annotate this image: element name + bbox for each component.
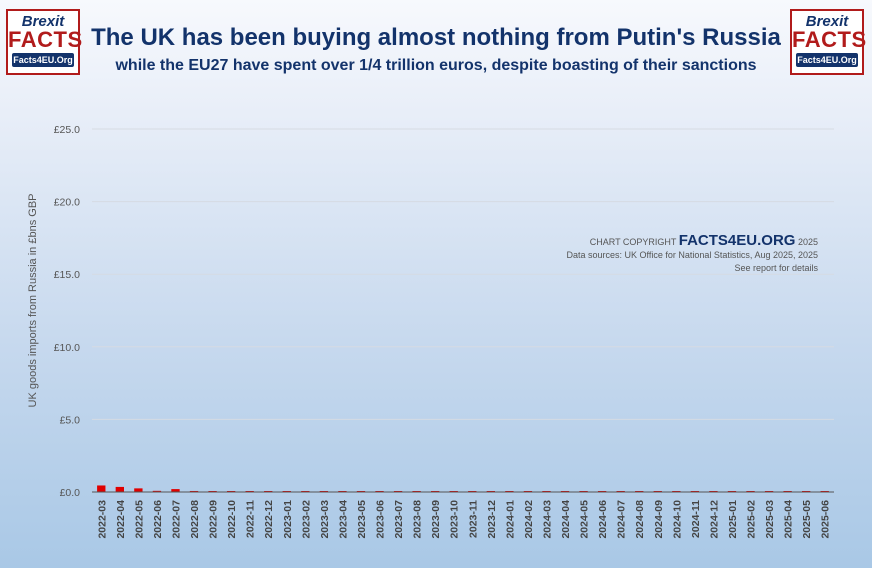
x-tick-label: 2024-01 bbox=[504, 500, 516, 539]
x-tick-label: 2024-08 bbox=[634, 500, 646, 539]
report-note: See report for details bbox=[734, 263, 818, 273]
x-tick-label: 2022-08 bbox=[189, 500, 201, 539]
x-tick-label: 2024-12 bbox=[708, 500, 720, 539]
x-tick-label: 2022-07 bbox=[170, 500, 182, 539]
bar bbox=[115, 486, 124, 492]
x-tick-label: 2023-08 bbox=[412, 500, 424, 539]
bar bbox=[189, 490, 199, 492]
logo-line-3: Facts4EU.Org bbox=[12, 53, 74, 67]
y-tick-label: £10.0 bbox=[54, 342, 80, 354]
x-tick-label: 2025-04 bbox=[783, 500, 795, 539]
x-tick-label: 2025-05 bbox=[801, 500, 813, 539]
chart-title: The UK has been buying almost nothing fr… bbox=[91, 24, 781, 51]
bar bbox=[171, 489, 180, 492]
x-tick-label: 2024-07 bbox=[616, 500, 628, 539]
x-tick-label: 2024-11 bbox=[690, 500, 702, 538]
x-tick-label: 2023-07 bbox=[393, 500, 405, 539]
data-sources: Data sources: UK Office for National Sta… bbox=[566, 250, 818, 260]
x-tick-label: 2023-05 bbox=[356, 500, 368, 539]
x-tick-label: 2023-11 bbox=[467, 500, 479, 538]
x-tick-label: 2025-03 bbox=[764, 500, 776, 539]
copyright-brand: FACTS4EU.ORG bbox=[678, 232, 796, 249]
copyright-notice: CHART COPYRIGHT FACTS4EU.ORG 2025 Data s… bbox=[566, 232, 818, 275]
x-tick-label: 2024-10 bbox=[671, 500, 683, 539]
logo-line-3: Facts4EU.Org bbox=[796, 53, 858, 67]
bar bbox=[152, 490, 162, 492]
x-tick-label: 2023-02 bbox=[300, 500, 312, 539]
bars bbox=[97, 485, 829, 492]
x-tick-label: 2022-10 bbox=[226, 500, 238, 539]
copyright-year: 2025 bbox=[797, 237, 818, 247]
x-tick-label: 2022-06 bbox=[152, 500, 164, 539]
y-tick-label: £25.0 bbox=[54, 124, 80, 136]
x-tick-label: 2024-02 bbox=[523, 500, 535, 539]
x-axis-ticks: 2022-03 2022-04 2022-05 2022-06 2022-07 2022-… bbox=[96, 500, 831, 539]
x-tick-label: 2024-04 bbox=[560, 500, 572, 539]
x-tick-label: 2024-06 bbox=[597, 500, 609, 539]
x-tick-label: 2022-11 bbox=[245, 500, 257, 538]
x-tick-label: 2025-06 bbox=[820, 500, 832, 539]
bar bbox=[134, 488, 143, 492]
logo-line-1: Brexit bbox=[805, 13, 849, 30]
y-tick-label: £5.0 bbox=[60, 414, 81, 426]
x-tick-label: 2024-05 bbox=[579, 500, 591, 539]
gridlines bbox=[92, 128, 834, 420]
x-tick-label: 2025-01 bbox=[727, 500, 739, 539]
y-tick-label: £15.0 bbox=[54, 269, 80, 281]
x-tick-label: 2023-06 bbox=[375, 500, 387, 539]
y-axis-ticks: £0.0 £5.0 £10.0 £15.0 £20.0 £25.0 bbox=[54, 124, 80, 499]
logo-line-2: FACTS bbox=[8, 27, 83, 52]
x-tick-label: 2022-03 bbox=[96, 500, 108, 539]
y-tick-label: £20.0 bbox=[54, 197, 80, 209]
x-tick-label: 2023-09 bbox=[430, 500, 442, 539]
logo-line-1: Brexit bbox=[21, 13, 65, 30]
x-tick-label: 2024-09 bbox=[653, 500, 665, 539]
chart-subtitle: while the EU27 have spent over 1/4 trill… bbox=[115, 57, 757, 74]
x-tick-label: 2022-09 bbox=[208, 500, 220, 539]
brexit-facts-logo-left: Brexit FACTS Facts4EU.Org bbox=[6, 9, 83, 75]
y-axis-label: UK goods imports from Russia in £bns GBP bbox=[27, 194, 39, 408]
x-tick-label: 2023-03 bbox=[319, 500, 331, 539]
y-tick-label: £0.0 bbox=[60, 487, 81, 499]
copyright-line: CHART COPYRIGHT FACTS4EU.ORG 2025 bbox=[567, 232, 818, 249]
x-tick-label: 2022-12 bbox=[263, 500, 275, 539]
logo-line-2: FACTS bbox=[792, 27, 867, 52]
x-tick-label: 2022-05 bbox=[133, 500, 145, 539]
x-tick-label: 2023-01 bbox=[282, 500, 294, 539]
x-tick-label: 2023-04 bbox=[337, 500, 349, 539]
copyright-prefix: CHART COPYRIGHT bbox=[589, 237, 677, 247]
brexit-facts-logo-right: Brexit FACTS Facts4EU.Org bbox=[790, 9, 867, 75]
x-tick-label: 2023-12 bbox=[486, 500, 498, 539]
x-tick-label: 2025-02 bbox=[746, 500, 758, 539]
bar bbox=[97, 485, 106, 492]
x-tick-label: 2022-04 bbox=[115, 500, 127, 539]
x-tick-label: 2024-03 bbox=[541, 500, 553, 539]
x-tick-label: 2023-10 bbox=[449, 500, 461, 539]
